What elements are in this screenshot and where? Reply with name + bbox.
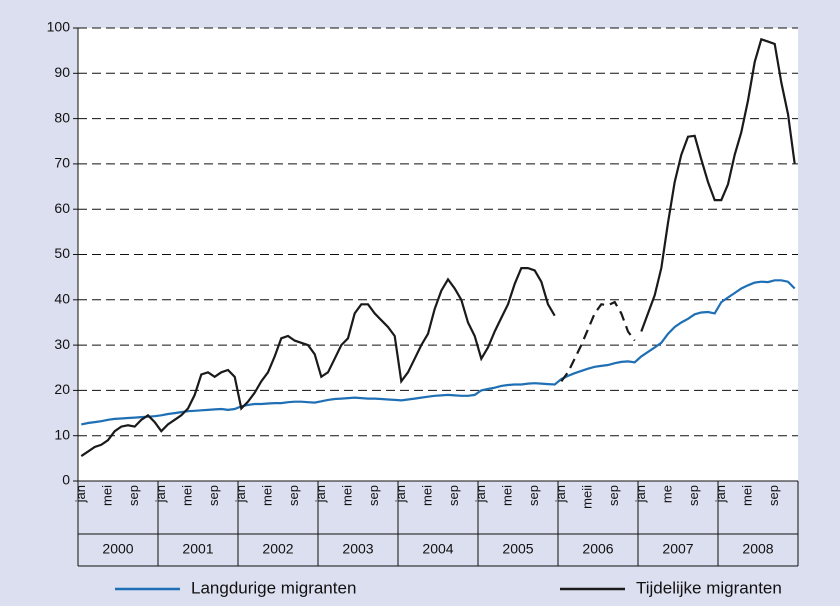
x-tick-label: sep (206, 485, 221, 506)
x-tick-label: jan (553, 485, 568, 503)
series-line (560, 300, 636, 382)
year-label: 2000 (102, 541, 133, 557)
year-label: 2008 (742, 541, 773, 557)
x-tick-label: mei (179, 485, 194, 506)
x-tick-label: meii (579, 485, 594, 509)
y-tick-label: 20 (54, 381, 70, 397)
x-tick-label: sep (366, 485, 381, 506)
year-label: 2007 (662, 541, 693, 557)
x-tick-label: jan (313, 485, 328, 503)
y-tick-label: 10 (54, 426, 70, 442)
y-tick-label: 90 (54, 64, 70, 80)
x-tick-label: mei (419, 485, 434, 506)
x-tick-label: jan (473, 485, 488, 503)
x-tick-label: jan (713, 485, 728, 503)
y-tick-label: 100 (47, 19, 71, 35)
x-tick-label: me (659, 485, 674, 503)
x-tick-label: sep (286, 485, 301, 506)
series-line (80, 267, 556, 458)
x-tick-label: mei (739, 485, 754, 506)
year-label: 2003 (342, 541, 373, 557)
y-tick-label: 30 (54, 336, 70, 352)
x-tick-label: sep (606, 485, 621, 506)
year-label: 2001 (182, 541, 213, 557)
x-tick-label: sep (526, 485, 541, 506)
x-tick-label: mei (99, 485, 114, 506)
x-tick-label: jan (393, 485, 408, 503)
x-tick-label: jan (233, 485, 248, 503)
x-tick-label: sep (446, 485, 461, 506)
year-label: 2002 (262, 541, 293, 557)
year-label: 2005 (502, 541, 533, 557)
y-tick-label: 60 (54, 200, 70, 216)
x-tick-label: mei (259, 485, 274, 506)
x-tick-label: mei (499, 485, 514, 506)
x-tick-label: sep (686, 485, 701, 506)
legend-label: Langdurige migranten (191, 578, 356, 597)
y-tick-label: 70 (54, 155, 70, 171)
x-tick-label: jan (633, 485, 648, 503)
y-tick-label: 50 (54, 245, 70, 261)
series-line (81, 279, 796, 426)
year-label: 2004 (422, 541, 453, 557)
plot-area (78, 28, 798, 481)
y-tick-label: 80 (54, 109, 70, 125)
x-tick-label: sep (126, 485, 141, 506)
x-tick-label: sep (766, 485, 781, 506)
legend-label: Tijdelijke migranten (636, 578, 782, 597)
x-tick-label: jan (153, 485, 168, 503)
series-line (640, 37, 796, 332)
y-tick-label: 40 (54, 291, 70, 307)
x-tick-label: jan (73, 485, 88, 503)
y-tick-label: 0 (62, 472, 70, 488)
year-label: 2006 (582, 541, 613, 557)
x-tick-label: mei (339, 485, 354, 506)
